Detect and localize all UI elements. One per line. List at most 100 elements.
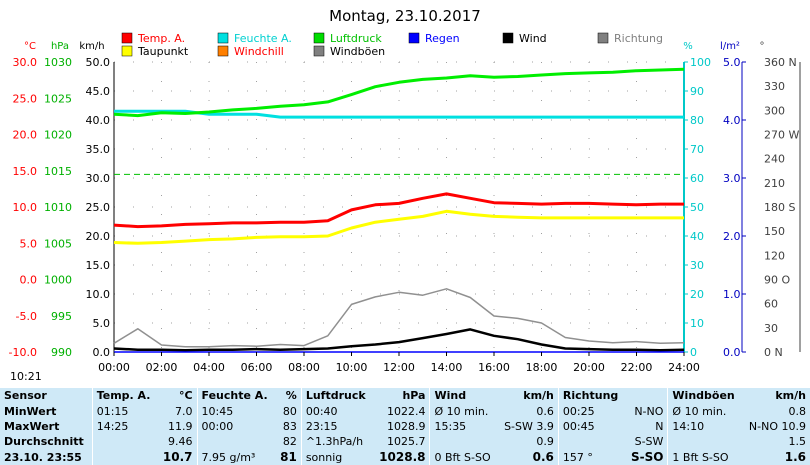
header-direction-unit [625, 388, 668, 403]
cell [557, 434, 626, 450]
humidity-tick-label: 80 [690, 114, 704, 127]
direction-tick-label: 330 [764, 80, 785, 93]
direction-tick-label: 300 [764, 104, 785, 117]
axis-unit-temp: °C [24, 41, 36, 52]
cell: 15:35 [429, 418, 498, 435]
cell: 1028.9 [386, 419, 426, 433]
direction-tick-label: 90 O [764, 274, 790, 287]
row-label: MaxWert [4, 419, 60, 433]
axis-unit-pressure: hPa [51, 41, 69, 52]
direction-tick-label: 120 [764, 249, 785, 262]
cell [91, 449, 158, 465]
header-temp-unit: °C [178, 389, 193, 403]
legend-swatch [502, 32, 514, 44]
cell: N [655, 419, 664, 433]
header-pressure-unit: hPa [402, 389, 426, 403]
cell: S-SO [630, 450, 664, 465]
legend-label: Luftdruck [330, 32, 382, 45]
direction-tick-label: 270 W [764, 129, 799, 142]
wind-tick-label: 20.0 [86, 230, 111, 243]
header-humidity-unit: % [285, 389, 297, 403]
wind-tick-label: 15.0 [86, 259, 111, 272]
direction-tick-label: 210 [764, 177, 785, 190]
cell: N-NO 10.9 [748, 419, 806, 433]
direction-tick-label: 60 [764, 298, 778, 311]
cell: 10.7 [162, 450, 193, 465]
direction-tick-label: 180 S [764, 201, 795, 214]
humidity-tick-label: 10 [690, 317, 704, 330]
wind-tick-label: 35.0 [86, 143, 111, 156]
row-label: 23.10. 23:55 [4, 450, 82, 464]
direction-tick-label: 360 N [764, 56, 797, 69]
rain-tick-label: 5.0 [723, 56, 741, 69]
axis-unit-humidity: % [683, 41, 693, 52]
weather-chart: Montag, 23.10.2017 Temp. A. Feuchte A. Luf… [9, 7, 801, 374]
legend-swatch [121, 45, 133, 57]
x-tick-label: 18:00 [526, 361, 558, 374]
wind-tick-label: 10.0 [86, 288, 111, 301]
cell: N-NO [634, 404, 664, 418]
pressure-tick-label: 1020 [44, 129, 72, 142]
cell: sonnig [300, 449, 373, 465]
header-direction: Richtung [557, 388, 626, 404]
cell: Ø 10 min. [429, 403, 498, 419]
wind-tick-label: 30.0 [86, 172, 111, 185]
header-pressure: Luftdruck [300, 388, 373, 404]
x-tick-label: 10:00 [336, 361, 368, 374]
axis-unit-wind: km/h [79, 41, 104, 52]
rain-tick-label: 1.0 [723, 288, 741, 301]
humidity-tick-label: 20 [690, 288, 704, 301]
cell: 14:25 [91, 418, 158, 435]
header-sensor: Sensor [4, 389, 47, 403]
header-gusts-unit: km/h [775, 389, 806, 403]
stats-table: Sensor Temp. A. °C Feuchte A. % Luftdruc… [0, 388, 810, 465]
cell: 00:40 [300, 403, 373, 419]
legend-swatch [217, 45, 229, 57]
humidity-tick-label: 30 [690, 259, 704, 272]
x-tick-label: 20:00 [573, 361, 605, 374]
temp-tick-label: 5.0 [20, 237, 38, 250]
cell: 0.8 [788, 404, 807, 418]
x-tick-label: 16:00 [478, 361, 510, 374]
temp-tick-label: 15.0 [13, 165, 38, 178]
humidity-tick-label: 70 [690, 143, 704, 156]
x-tick-label: 24:00 [668, 361, 700, 374]
humidity-tick-label: 0 [690, 346, 697, 359]
x-tick-label: 00:00 [98, 361, 130, 374]
rain-tick-label: 3.0 [723, 172, 741, 185]
table-header-row: Sensor Temp. A. °C Feuchte A. % Luftdruc… [0, 388, 810, 404]
legend-label: Windböen [330, 45, 385, 58]
table-row-current: 23.10. 23:55 10.7 7.95 g/m³ 81 sonnig 10… [0, 449, 810, 465]
cell: 1.5 [788, 435, 807, 449]
cell: Ø 10 min. [667, 403, 742, 419]
x-tick-label: 14:00 [431, 361, 463, 374]
legend-swatch [313, 45, 325, 57]
direction-tick-label: 240 [764, 153, 785, 166]
header-humidity: Feuchte A. [196, 388, 275, 404]
cell: 0 Bft S-SO [429, 449, 498, 465]
pressure-tick-label: 1015 [44, 165, 72, 178]
table-row-max: MaxWert 14:25 11.9 00:00 83 23:15 1028.9… [0, 418, 810, 435]
legend-label: Wind [519, 32, 547, 45]
cell: 1025.7 [386, 435, 426, 449]
temp-tick-label: 30.0 [13, 56, 38, 69]
wind-tick-label: 40.0 [86, 114, 111, 127]
humidity-tick-label: 100 [690, 56, 711, 69]
cell: 1028.8 [379, 450, 426, 465]
cell [429, 434, 498, 450]
cell [91, 434, 158, 450]
cell: 0.6 [532, 450, 554, 465]
legend-label: Regen [425, 32, 460, 45]
series-line-taupunkt [113, 209, 684, 245]
cell: 1.6 [784, 450, 806, 465]
legend-swatch [313, 32, 325, 44]
legend-label: Feuchte A. [234, 32, 292, 45]
temp-tick-label: -5.0 [16, 310, 37, 323]
cell [196, 434, 275, 450]
table-row-min: MinWert 01:15 7.0 10:45 80 00:40 1022.4 … [0, 403, 810, 419]
header-wind: Wind [429, 388, 498, 404]
x-tick-label: 02:00 [146, 361, 178, 374]
cell: 82 [282, 435, 297, 449]
pressure-tick-label: 1025 [44, 92, 72, 105]
legend: Temp. A. Feuchte A. Luftdruck Regen Wind Rich… [121, 32, 663, 58]
